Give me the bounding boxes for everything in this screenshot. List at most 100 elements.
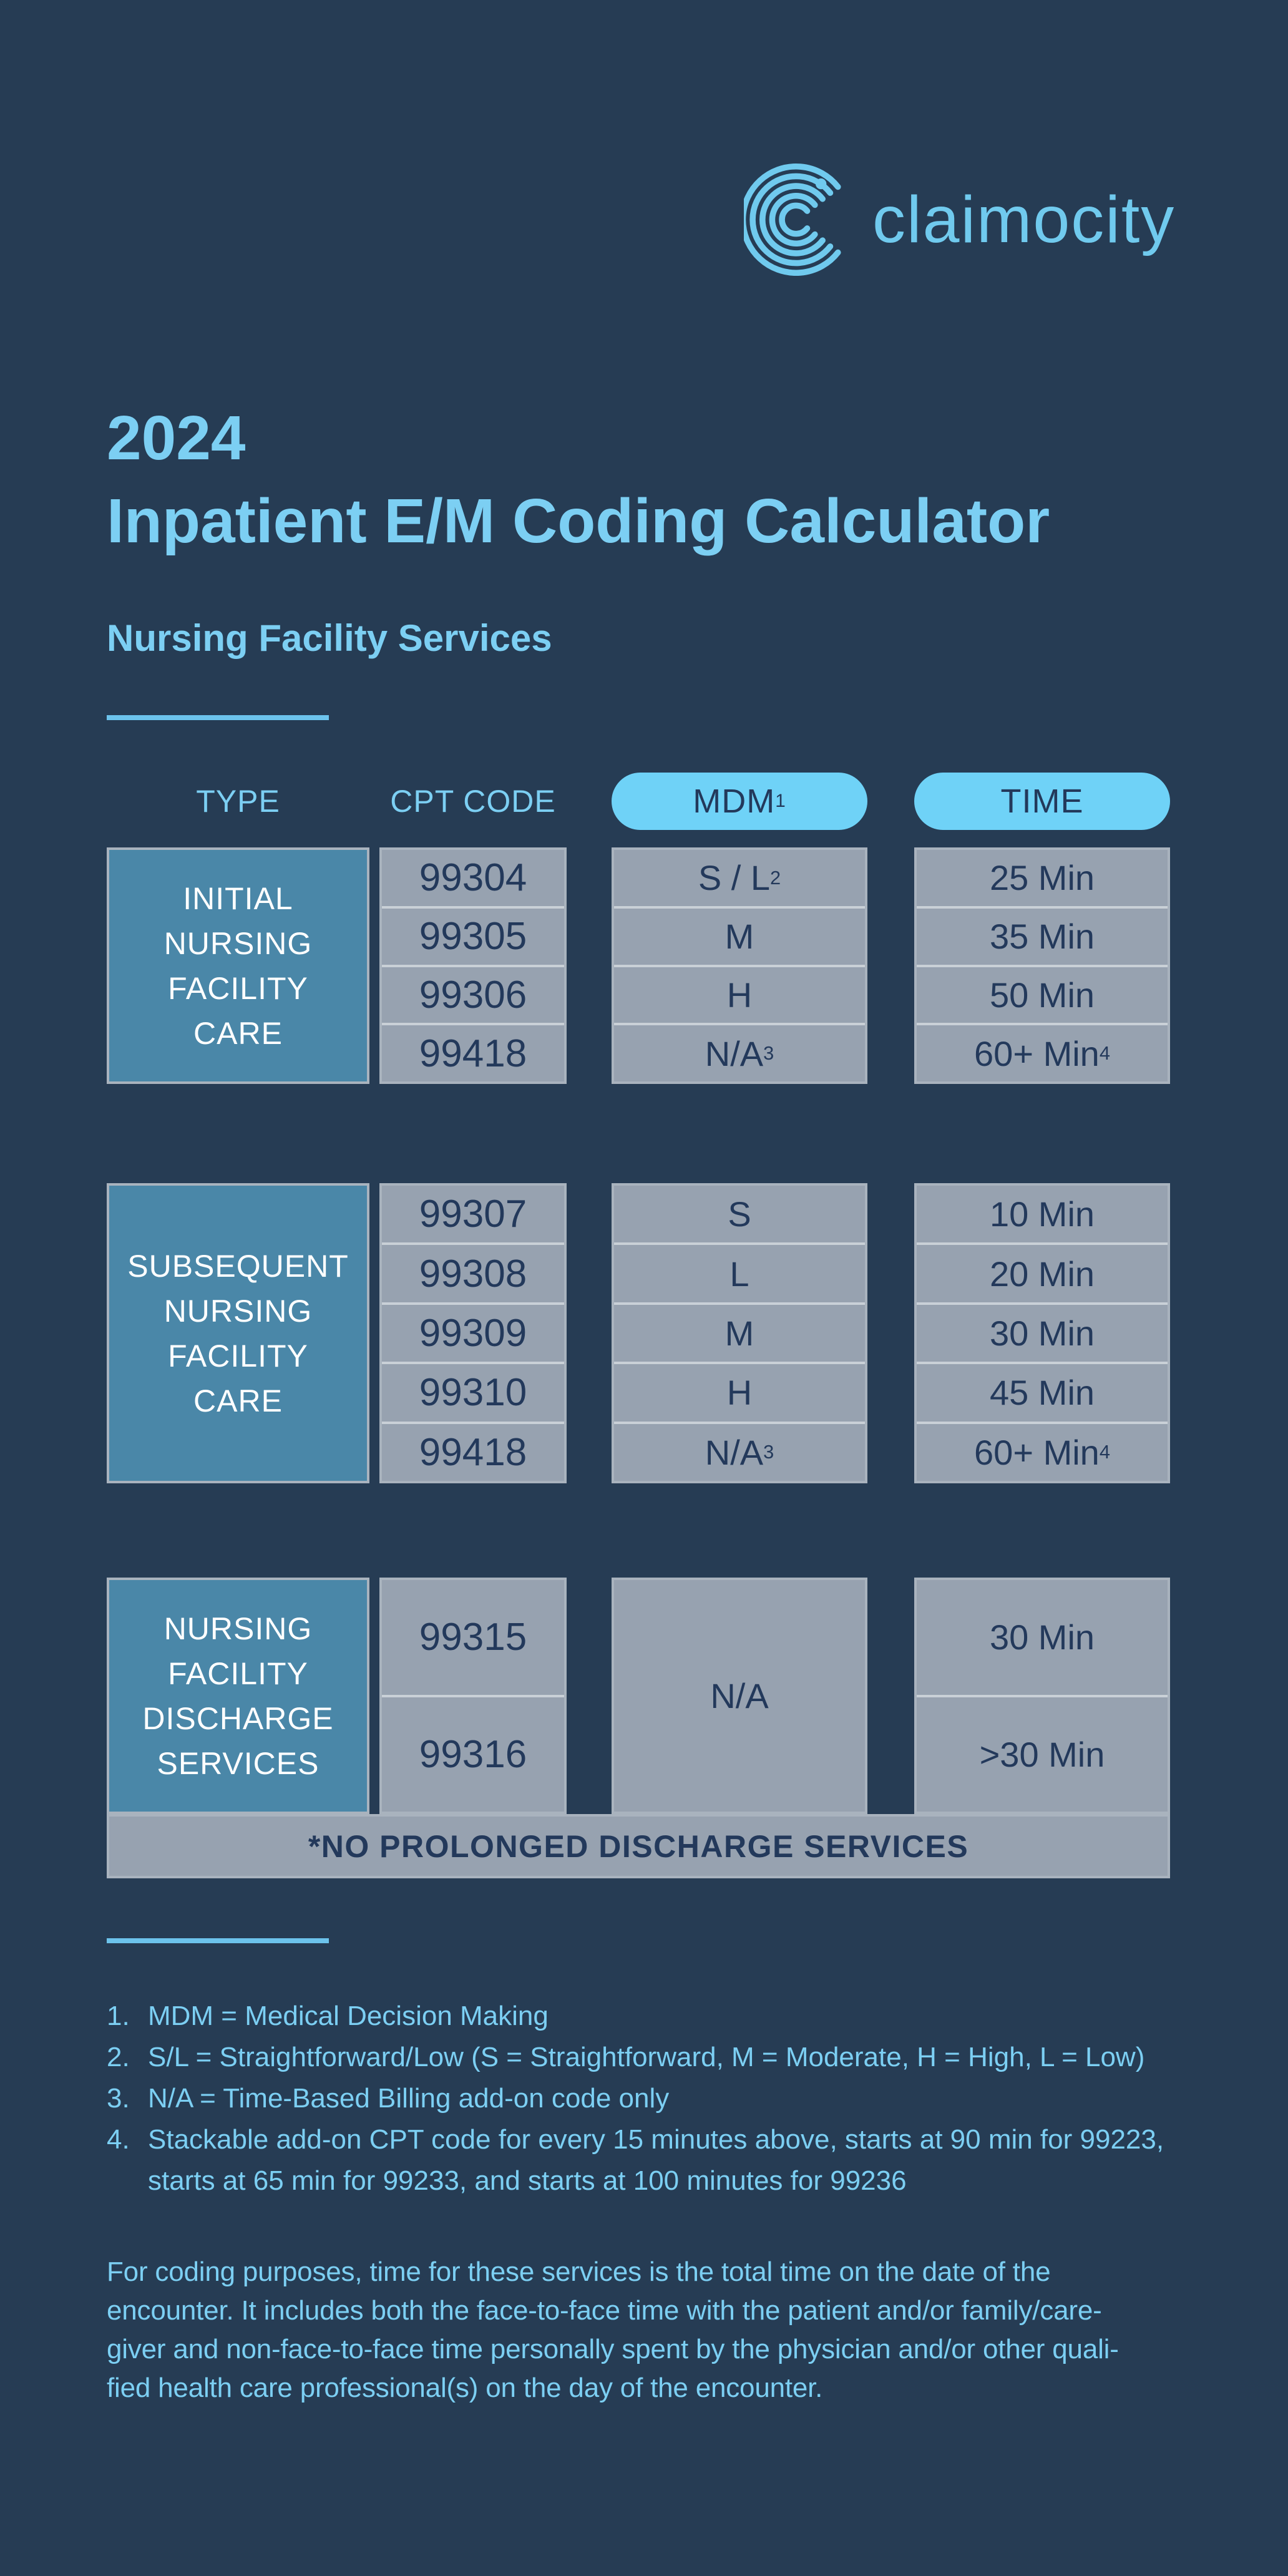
claimocity-logo: claimocity <box>744 157 1175 282</box>
footnotes-list: 1. MDM = Medical Decision Making 2. S/L … <box>107 1996 1224 2202</box>
coding-time-paragraph: For coding purposes, time for these serv… <box>107 2253 1119 2408</box>
cpt-cell: 99310 <box>382 1364 564 1422</box>
type-column: NURSING FACILITY DISCHARGE SERVICES <box>107 1578 369 1814</box>
time-cell: 60+ Min 4 <box>917 1423 1168 1481</box>
time-cell: 35 Min <box>917 908 1168 965</box>
table-initial-nursing-facility-care: INITIAL NURSING FACILITY CARE 99304 9930… <box>107 847 1170 1084</box>
time-value: 45 Min <box>989 1373 1095 1413</box>
mdm-value: S <box>728 1194 751 1234</box>
cpt-cell: 99308 <box>382 1245 564 1302</box>
time-value: 25 Min <box>989 858 1095 898</box>
time-cell: 20 Min <box>917 1245 1168 1302</box>
mdm-column: S L M H N/A 3 <box>612 1183 867 1483</box>
mdm-value: M <box>724 917 754 957</box>
time-column: 30 Min >30 Min <box>914 1578 1170 1814</box>
footnote-line: N/A = Time-Based Billing add-on code onl… <box>148 2083 670 2114</box>
cpt-column: 99315 99316 <box>379 1578 567 1814</box>
footnote-line: MDM = Medical Decision Making <box>148 2001 549 2031</box>
footnote-number: 4. <box>107 2124 130 2155</box>
divider-line-bottom <box>107 1938 329 1943</box>
time-column: 10 Min 20 Min 30 Min 45 Min 60+ Min 4 <box>914 1183 1170 1483</box>
time-cell: 60+ Min 4 <box>917 1025 1168 1081</box>
mdm-cell: L <box>614 1245 865 1302</box>
page-title: Inpatient E/M Coding Calculator <box>107 486 1050 556</box>
footnote-text: Stackable add-on CPT code for every 15 m… <box>148 2119 1164 2202</box>
cpt-cell: 99316 <box>382 1697 564 1812</box>
mdm-column: N/A <box>612 1578 867 1814</box>
mdm-cell: N/A <box>614 1580 865 1812</box>
footnote-number: 3. <box>107 2083 130 2114</box>
no-prolonged-discharge-note: *NO PROLONGED DISCHARGE SERVICES <box>107 1814 1170 1878</box>
paragraph-line: encounter. It includes both the face-to-… <box>107 2295 1102 2326</box>
divider-line-top <box>107 715 329 720</box>
mdm-value: H <box>726 1373 753 1413</box>
page-subtitle: Nursing Facility Services <box>107 617 552 659</box>
time-header-label: TIME <box>1000 783 1084 820</box>
mdm-value: S / L <box>698 858 771 898</box>
time-value: 30 Min <box>989 1314 1095 1354</box>
type-cell: NURSING FACILITY DISCHARGE SERVICES <box>109 1580 367 1812</box>
column-header-time-pill: TIME <box>914 773 1170 830</box>
paragraph-line: fied health care professional(s) on the … <box>107 2373 823 2403</box>
mdm-cell: M <box>614 1304 865 1362</box>
title-year: 2024 <box>107 403 246 473</box>
time-value: 10 Min <box>989 1194 1095 1234</box>
footnote-line: Stackable add-on CPT code for every 15 m… <box>148 2124 1164 2155</box>
cpt-cell: 99304 <box>382 850 564 906</box>
footnote-line: S/L = Straightforward/Low (S = Straightf… <box>148 2042 1145 2072</box>
mdm-value: H <box>726 975 753 1015</box>
column-header-mdm-pill: MDM 1 <box>612 773 867 830</box>
logo-wordmark: claimocity <box>872 182 1176 256</box>
footnote-3: 3. N/A = Time-Based Billing add-on code … <box>107 2078 1224 2119</box>
cpt-cell: 99306 <box>382 967 564 1023</box>
time-cell: 10 Min <box>917 1186 1168 1243</box>
paragraph-line: For coding purposes, time for these serv… <box>107 2256 1051 2287</box>
paragraph-line: giver and non-face-to-face time personal… <box>107 2334 1119 2364</box>
footnote-text: N/A = Time-Based Billing add-on code onl… <box>148 2078 669 2119</box>
cpt-cell: 99309 <box>382 1304 564 1362</box>
time-value: 35 Min <box>989 917 1095 957</box>
footnote-2: 2. S/L = Straightforward/Low (S = Straig… <box>107 2037 1224 2078</box>
footnote-4: 4. Stackable add-on CPT code for every 1… <box>107 2119 1224 2202</box>
footnote-text: MDM = Medical Decision Making <box>148 1996 549 2037</box>
time-cell: 50 Min <box>917 967 1168 1023</box>
cpt-column: 99304 99305 99306 99418 <box>379 847 567 1084</box>
mdm-cell: N/A 3 <box>614 1423 865 1481</box>
cpt-cell: 99418 <box>382 1423 564 1481</box>
cpt-column: 99307 99308 99309 99310 99418 <box>379 1183 567 1483</box>
time-cell: 30 Min <box>917 1580 1168 1695</box>
type-cell: INITIAL NURSING FACILITY CARE <box>109 850 367 1081</box>
time-cell: 25 Min <box>917 850 1168 906</box>
time-value: 50 Min <box>989 975 1095 1015</box>
cpt-cell: 99315 <box>382 1580 564 1695</box>
mdm-cell: H <box>614 967 865 1023</box>
cpt-cell: 99418 <box>382 1025 564 1081</box>
table-nursing-facility-discharge-services: NURSING FACILITY DISCHARGE SERVICES 9931… <box>107 1578 1170 1814</box>
time-column: 25 Min 35 Min 50 Min 60+ Min 4 <box>914 847 1170 1084</box>
type-column: SUBSEQUENT NURSING FACILITY CARE <box>107 1183 369 1483</box>
type-column: INITIAL NURSING FACILITY CARE <box>107 847 369 1084</box>
table-subsequent-nursing-facility-care: SUBSEQUENT NURSING FACILITY CARE 99307 9… <box>107 1183 1170 1483</box>
mdm-header-label: MDM <box>693 783 776 820</box>
cpt-cell: 99307 <box>382 1186 564 1243</box>
footnote-text: S/L = Straightforward/Low (S = Straightf… <box>148 2037 1144 2078</box>
time-value: 20 Min <box>989 1254 1095 1294</box>
time-cell: 45 Min <box>917 1364 1168 1422</box>
time-value: 60+ Min <box>974 1033 1100 1073</box>
type-cell: SUBSEQUENT NURSING FACILITY CARE <box>109 1186 367 1481</box>
footnote-1: 1. MDM = Medical Decision Making <box>107 1996 1224 2037</box>
cpt-cell: 99305 <box>382 908 564 965</box>
footnote-line: starts at 65 min for 99233, and starts a… <box>148 2165 907 2196</box>
column-header-type: TYPE <box>196 784 280 819</box>
column-header-cpt-code: CPT CODE <box>390 784 556 819</box>
time-value: 60+ Min <box>974 1432 1100 1472</box>
claimocity-c-icon <box>744 163 841 276</box>
mdm-value: M <box>724 1314 754 1354</box>
mdm-value: N/A <box>705 1432 764 1472</box>
time-cell: 30 Min <box>917 1304 1168 1362</box>
time-cell: >30 Min <box>917 1697 1168 1812</box>
mdm-cell: N/A 3 <box>614 1025 865 1081</box>
